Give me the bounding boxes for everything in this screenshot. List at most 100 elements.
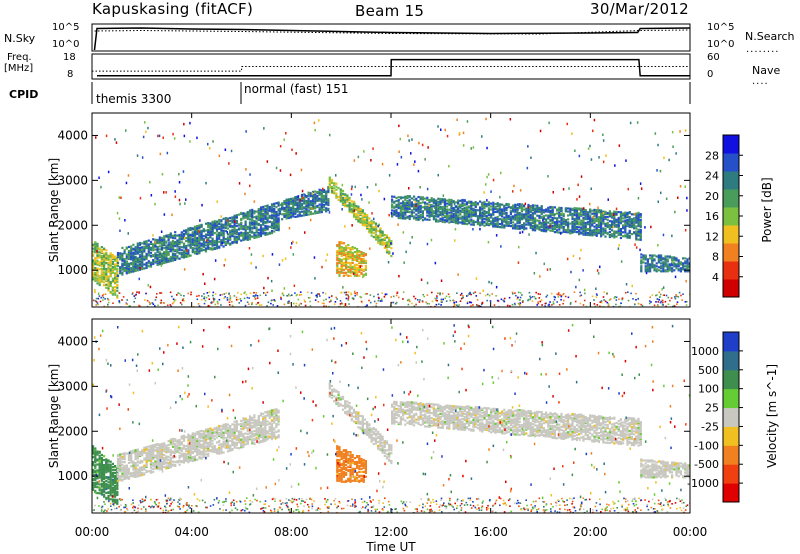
data-cell	[318, 203, 321, 206]
data-cell	[379, 230, 382, 233]
data-cell	[174, 231, 177, 234]
noise-cell	[244, 291, 246, 293]
data-cell	[421, 214, 424, 217]
noise-cell	[354, 292, 356, 295]
noise-cell	[488, 294, 491, 297]
data-cell	[639, 218, 642, 222]
data-cell	[597, 229, 600, 232]
noise-cell	[658, 291, 661, 294]
data-cell	[138, 253, 142, 256]
noise-cell	[411, 236, 413, 239]
data-cell	[419, 205, 422, 208]
noise-cell	[106, 297, 109, 300]
data-cell	[608, 226, 611, 229]
noise-cell	[575, 285, 577, 289]
data-cell	[224, 227, 227, 230]
data-cell	[443, 202, 446, 205]
data-cell	[586, 213, 589, 216]
data-cell	[130, 262, 133, 265]
noise-cell	[307, 210, 309, 213]
data-cell	[593, 232, 596, 235]
noise-cell	[486, 175, 488, 179]
noise-cell	[633, 217, 636, 220]
data-cell	[109, 281, 112, 284]
noise-cell	[589, 202, 591, 206]
data-cell	[417, 199, 420, 203]
data-cell	[152, 259, 155, 262]
noise-cell	[602, 139, 605, 142]
data-cell	[595, 213, 598, 216]
noise-cell	[553, 295, 555, 298]
noise-cell	[169, 304, 172, 306]
data-cell	[439, 212, 442, 215]
noise-cell	[221, 241, 224, 245]
data-cell	[116, 264, 120, 267]
data-cell	[452, 219, 455, 223]
data-cell	[479, 206, 482, 209]
data-cell	[111, 260, 114, 263]
noise-cell	[486, 146, 488, 150]
data-cell	[415, 199, 418, 202]
data-cell	[628, 216, 631, 219]
data-cell	[564, 223, 567, 226]
data-cell	[527, 203, 530, 207]
data-cell	[385, 236, 389, 239]
noise-cell	[659, 296, 661, 298]
noise-cell	[629, 121, 632, 125]
data-cell	[520, 216, 523, 219]
noise-cell	[473, 223, 475, 226]
data-cell	[364, 264, 367, 267]
noise-cell	[251, 303, 253, 306]
data-cell	[399, 205, 402, 208]
noise-cell	[97, 303, 99, 306]
noise-cell	[281, 259, 284, 262]
data-cell	[264, 213, 267, 216]
data-cell	[107, 275, 110, 278]
data-cell	[637, 230, 640, 233]
noise-cell	[470, 304, 472, 307]
noise-cell	[329, 133, 331, 137]
data-cell	[468, 222, 471, 225]
noise-cell	[419, 299, 421, 301]
data-cell	[193, 231, 197, 234]
data-cell	[266, 221, 269, 224]
data-cell	[246, 238, 249, 241]
data-cell	[549, 218, 552, 221]
noise-cell	[549, 301, 551, 303]
data-cell	[134, 246, 137, 249]
data-cell	[187, 232, 190, 235]
noise-cell	[536, 304, 538, 306]
data-cell	[602, 210, 605, 213]
data-cell	[485, 203, 488, 206]
data-cell	[167, 250, 170, 253]
noise-cell	[102, 296, 105, 299]
data-cell	[397, 196, 400, 199]
noise-cell	[513, 184, 515, 188]
noise-cell	[564, 295, 567, 298]
data-cell	[198, 237, 201, 240]
noise-cell	[516, 298, 518, 300]
data-cell	[335, 185, 338, 188]
noise-cell	[609, 298, 612, 300]
data-cell	[426, 218, 429, 221]
data-cell	[189, 236, 192, 239]
data-cell	[251, 208, 254, 211]
data-cell	[322, 196, 326, 199]
data-cell	[366, 218, 369, 222]
data-cell	[419, 196, 422, 199]
data-cell	[684, 265, 687, 268]
data-cell	[490, 213, 493, 216]
data-cell	[344, 201, 347, 204]
data-cell	[105, 286, 108, 289]
data-cell	[569, 207, 572, 210]
data-cell	[322, 208, 326, 211]
data-cell	[441, 206, 444, 209]
data-cell	[584, 221, 587, 225]
data-cell	[646, 260, 649, 263]
data-cell	[351, 261, 354, 264]
data-cell	[325, 196, 328, 199]
data-cell	[165, 240, 168, 243]
noise-cell	[315, 294, 317, 297]
noise-cell	[476, 304, 479, 307]
data-cell	[240, 239, 243, 242]
